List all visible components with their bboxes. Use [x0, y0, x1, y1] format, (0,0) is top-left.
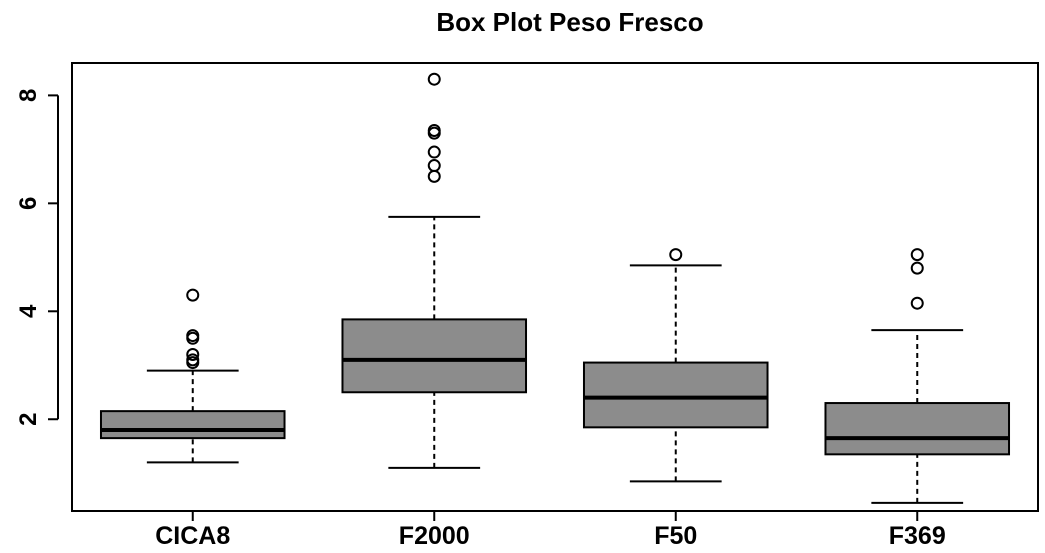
outlier-point — [910, 296, 924, 310]
outlier-point — [186, 347, 200, 361]
outlier-point — [910, 261, 924, 275]
outlier-point — [910, 248, 924, 262]
outlier-point — [186, 288, 200, 302]
box-f2000 — [341, 72, 528, 469]
box-f50 — [582, 248, 769, 483]
x-axis: CICA8 F2000 F50 F369 — [155, 511, 946, 550]
y-axis: 2 4 6 8 — [15, 89, 59, 426]
x-tick-label: CICA8 — [155, 522, 230, 550]
y-tick-label: 2 — [15, 413, 42, 426]
x-tick-label: F50 — [654, 522, 697, 550]
outlier-point — [427, 72, 441, 86]
y-tick-label: 4 — [15, 304, 42, 318]
plot-frame — [71, 62, 1039, 512]
outlier-point — [427, 169, 441, 183]
iqr-box — [99, 410, 286, 440]
iqr-box — [824, 402, 1011, 456]
box-f369 — [824, 248, 1011, 504]
outlier-point — [427, 123, 441, 137]
y-tick-label: 6 — [15, 197, 42, 210]
box-series — [99, 72, 1011, 504]
y-tick-label: 8 — [15, 89, 42, 102]
x-tick-label: F2000 — [399, 522, 470, 550]
iqr-box — [582, 361, 769, 429]
outlier-point — [186, 353, 200, 367]
outlier-point — [427, 159, 441, 173]
outlier-point — [669, 248, 683, 262]
outlier-point — [186, 329, 200, 343]
x-tick-label: F369 — [889, 522, 946, 550]
iqr-box — [341, 318, 528, 394]
box-cica8 — [99, 288, 286, 464]
chart-title: Box Plot Peso Fresco — [436, 7, 703, 37]
outlier-point — [427, 145, 441, 159]
